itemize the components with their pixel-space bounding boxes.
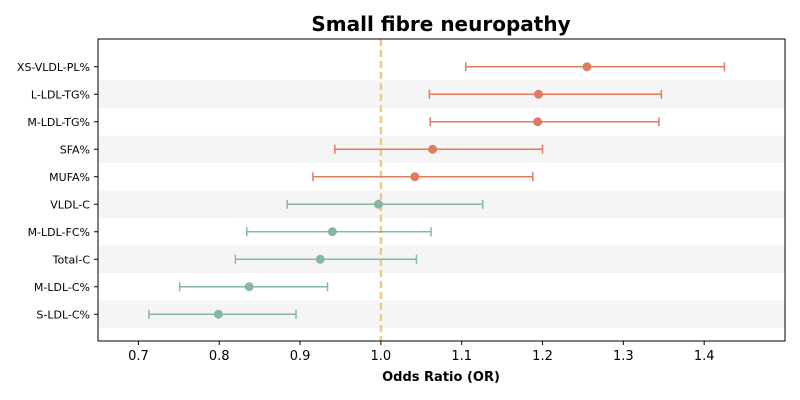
y-tick-label: MUFA% bbox=[49, 171, 90, 184]
y-tick-label: SFA% bbox=[60, 143, 90, 156]
x-tick-label: 1.3 bbox=[613, 349, 634, 364]
x-axis: 0.7 0.8 0.9 1.0 1.1 1.2 1.3 1.4 bbox=[128, 341, 715, 364]
x-tick-label: 0.9 bbox=[290, 349, 311, 364]
x-tick-label: 1.4 bbox=[694, 349, 715, 364]
x-tick-label: 1.0 bbox=[371, 349, 392, 364]
x-tick-label: 0.8 bbox=[209, 349, 230, 364]
x-tick-label: 0.7 bbox=[128, 349, 149, 364]
x-axis-label: Odds Ratio (OR) bbox=[382, 370, 500, 385]
or-point bbox=[213, 309, 223, 319]
y-tick-label: Total-C bbox=[52, 253, 91, 266]
y-tick-label: M-LDL-TG% bbox=[27, 116, 90, 129]
or-point bbox=[428, 144, 438, 154]
or-point bbox=[373, 199, 383, 209]
data-marks bbox=[148, 62, 726, 319]
or-point bbox=[244, 282, 254, 292]
y-axis: XS-VLDL-PL% L-LDL-TG% M-LDL-TG% SFA% MUFA% VL… bbox=[17, 61, 98, 321]
x-tick-label: 1.1 bbox=[451, 349, 472, 364]
plot-frame bbox=[97, 38, 786, 342]
y-tick-label: VLDL-C bbox=[50, 198, 90, 211]
or-point bbox=[327, 227, 337, 237]
or-point bbox=[533, 89, 543, 99]
or-point bbox=[410, 172, 420, 182]
row-band bbox=[98, 245, 785, 273]
or-point bbox=[533, 117, 543, 127]
x-tick-label: 1.2 bbox=[532, 349, 553, 364]
chart-title: Small fibre neuropathy bbox=[311, 12, 570, 36]
or-point bbox=[582, 62, 592, 72]
y-tick-label: L-LDL-TG% bbox=[31, 88, 90, 101]
y-tick-label: XS-VLDL-PL% bbox=[17, 61, 90, 74]
y-tick-label: M-LDL-C% bbox=[34, 281, 90, 294]
y-tick-label: S-LDL-C% bbox=[36, 308, 90, 321]
or-point bbox=[315, 254, 325, 264]
y-tick-label: M-LDL-FC% bbox=[28, 226, 90, 239]
